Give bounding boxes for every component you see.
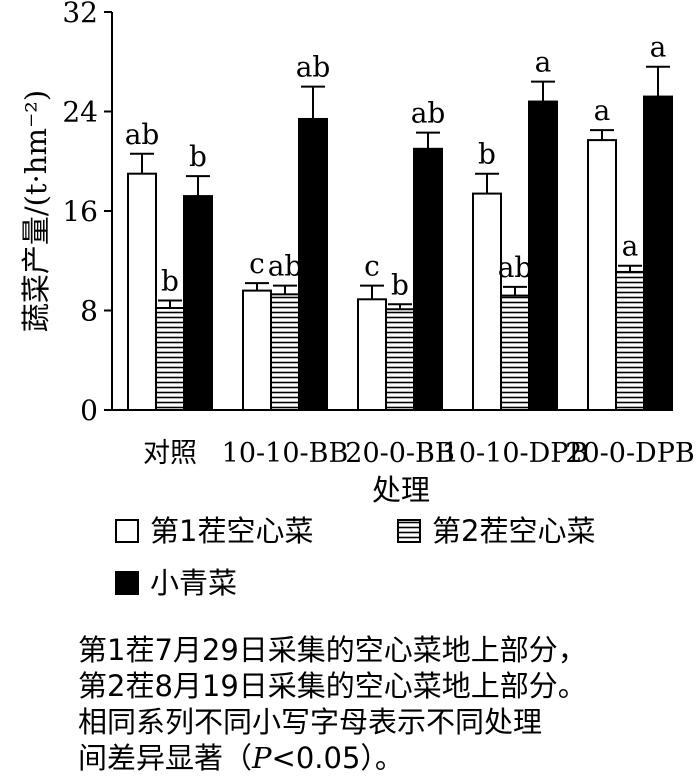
significance-letter: ab bbox=[296, 51, 331, 84]
bar bbox=[528, 100, 558, 412]
y-tick-label: 24 bbox=[62, 96, 98, 129]
significance-letter: ab bbox=[411, 97, 446, 130]
bar bbox=[500, 294, 530, 412]
plot-area: 0 8 16 24 32 蔬菜产量/(t·hm⁻²) 对照 10-10-BB20-0-BB10… bbox=[19, 0, 695, 507]
x-tick-label: 对照 bbox=[143, 438, 197, 469]
significance-letter: a bbox=[535, 46, 552, 79]
legend-swatch bbox=[397, 519, 421, 543]
caption-line-2: 第2茬8月19日采集的空心菜地上部分。 bbox=[78, 669, 587, 703]
bar bbox=[242, 289, 272, 412]
bar bbox=[155, 307, 185, 412]
significance-letter: b bbox=[478, 138, 496, 171]
y-tick-label: 8 bbox=[80, 295, 98, 328]
x-tick-label: 10-10-BB bbox=[222, 438, 349, 469]
significance-letter: ab bbox=[268, 250, 303, 283]
x-tick-label: 20-0-DPB bbox=[565, 438, 694, 469]
chart: 0 8 16 24 32 蔬菜产量/(t·hm⁻²) 对照 10-10-BB20-0-BB10… bbox=[19, 0, 695, 600]
significance-letter: ab bbox=[125, 118, 160, 151]
x-axis-title: 处理 bbox=[372, 473, 430, 507]
significance-letter: b bbox=[391, 268, 409, 301]
bar bbox=[643, 95, 673, 411]
y-tick-label: 16 bbox=[62, 195, 98, 228]
bar bbox=[127, 172, 157, 411]
bar bbox=[298, 117, 328, 412]
figure-caption: 第1茬7月29日采集的空心菜地上部分， 第2茬8月19日采集的空心菜地上部分。 … bbox=[78, 632, 698, 776]
bar bbox=[587, 139, 617, 411]
significance-letter: ab bbox=[498, 251, 533, 284]
legend-label: 第2茬空心菜 bbox=[432, 514, 595, 548]
legend-swatch bbox=[115, 571, 139, 595]
bar bbox=[270, 293, 300, 411]
bar bbox=[413, 147, 443, 411]
caption-line-4: 间差异显著（P<0.05）。 bbox=[78, 741, 404, 775]
significance-letter: b bbox=[161, 265, 179, 298]
significance-letter: c bbox=[364, 250, 380, 283]
y-tick-label: 0 bbox=[80, 394, 98, 427]
significance-letter: c bbox=[249, 247, 265, 280]
y-tick-label: 32 bbox=[62, 0, 98, 29]
bar bbox=[385, 308, 415, 412]
significance-letter: b bbox=[189, 140, 207, 173]
legend-label: 小青菜 bbox=[150, 566, 237, 600]
legend-label: 第1茬空心菜 bbox=[150, 514, 313, 548]
caption-line-1: 第1茬7月29日采集的空心菜地上部分， bbox=[78, 633, 587, 667]
significance-letter: a bbox=[650, 31, 667, 64]
y-axis-title: 蔬菜产量/(t·hm⁻²) bbox=[19, 90, 53, 332]
legend-swatch bbox=[115, 519, 139, 543]
bar bbox=[472, 192, 502, 411]
x-tick-label: 10-10-DPB bbox=[442, 438, 589, 469]
significance-letter: a bbox=[594, 94, 611, 127]
bar bbox=[357, 298, 387, 411]
caption-line-3: 相同系列不同小写字母表示不同处理 bbox=[78, 705, 543, 739]
bar bbox=[183, 195, 213, 411]
bar bbox=[615, 270, 645, 411]
x-tick-label: 20-0-BB bbox=[345, 438, 454, 469]
significance-letter: a bbox=[622, 230, 639, 263]
